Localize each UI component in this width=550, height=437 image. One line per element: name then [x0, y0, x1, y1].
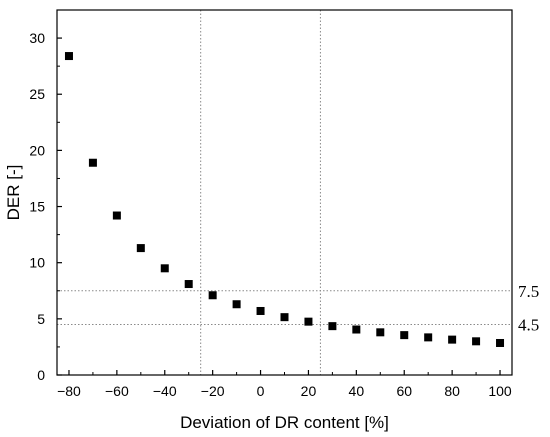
data-point: [88, 158, 97, 167]
x-tick-label: 20: [301, 383, 317, 399]
data-point: [448, 335, 457, 344]
x-tick-label: 80: [444, 383, 460, 399]
reference-label-2: 4.5: [518, 315, 539, 334]
data-point: [232, 300, 241, 309]
x-tick-label: 100: [488, 383, 512, 399]
data-point: [400, 331, 409, 340]
data-point: [208, 291, 217, 300]
x-tick-label: 0: [257, 383, 265, 399]
x-tick-label: −20: [201, 383, 225, 399]
y-axis-title: DER [-]: [4, 165, 23, 221]
y-tick-label: 10: [29, 255, 45, 271]
x-tick-label: 40: [349, 383, 365, 399]
data-points: [64, 52, 505, 347]
data-point: [424, 333, 433, 342]
data-point: [280, 313, 289, 322]
y-tick-label: 0: [37, 367, 45, 383]
data-point: [184, 280, 193, 289]
y-tick-label: 15: [29, 199, 45, 215]
reference-labels: 7.5 4.5: [518, 282, 539, 335]
data-point: [64, 52, 73, 61]
data-point: [256, 306, 265, 315]
x-axis: −80 −60 −40 −20 0 20 40 60 80 100: [57, 370, 512, 399]
y-tick-label: 5: [37, 311, 45, 327]
data-point: [112, 211, 121, 220]
data-point: [472, 337, 481, 346]
reference-lines: [57, 10, 512, 375]
data-point: [160, 264, 169, 273]
x-axis-title: Deviation of DR content [%]: [180, 413, 389, 432]
reference-label-1: 7.5: [518, 282, 539, 301]
data-point: [304, 317, 313, 326]
data-point: [496, 338, 505, 347]
x-tick-label: −60: [105, 383, 129, 399]
y-tick-label: 30: [29, 30, 45, 46]
data-point: [136, 244, 145, 253]
data-point: [328, 322, 337, 331]
y-tick-label: 20: [29, 142, 45, 158]
x-tick-label: −80: [57, 383, 81, 399]
x-tick-label: 60: [396, 383, 412, 399]
data-point: [376, 328, 385, 337]
x-tick-label: −40: [153, 383, 177, 399]
y-tick-label: 25: [29, 86, 45, 102]
y-axis: 0 5 10 15 20 25 30: [29, 30, 62, 383]
data-point: [352, 325, 361, 334]
